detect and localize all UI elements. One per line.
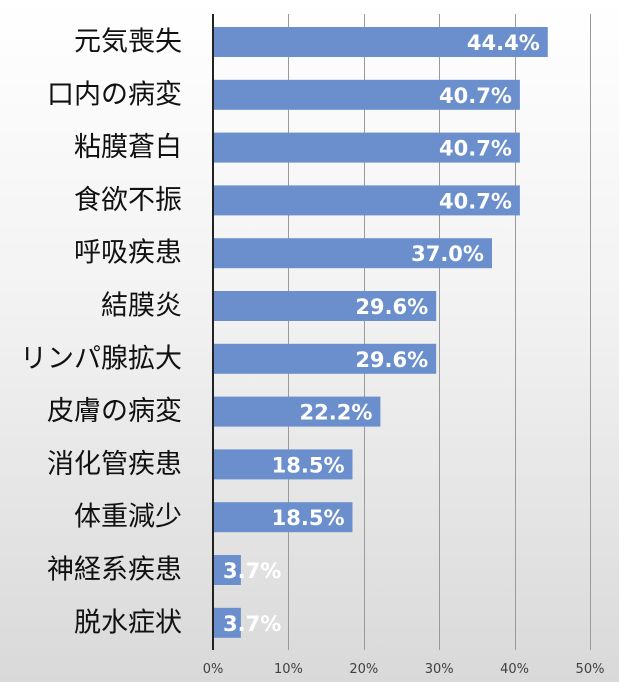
category-label: 神経系疾患 bbox=[47, 555, 182, 586]
bar bbox=[213, 185, 520, 216]
category-label: 食欲不振 bbox=[74, 185, 182, 216]
category-label: 結膜炎 bbox=[101, 291, 182, 322]
category-labels: 元気喪失口内の病変粘膜蒼白食欲不振呼吸疾患結膜炎リンパ腺拡大皮膚の病変消化管疾患… bbox=[20, 27, 182, 639]
data-label: 18.5% bbox=[272, 453, 345, 477]
data-label: 40.7% bbox=[439, 137, 512, 161]
gridlines bbox=[288, 14, 591, 650]
bar bbox=[213, 79, 520, 110]
bar bbox=[213, 291, 437, 321]
category-label: 呼吸疾患 bbox=[74, 238, 182, 269]
tick-label: 0% bbox=[203, 662, 224, 677]
data-label: 29.6% bbox=[355, 295, 428, 319]
bar bbox=[213, 607, 241, 638]
category-label: リンパ腺拡大 bbox=[20, 343, 182, 374]
data-label: 40.7% bbox=[439, 189, 512, 213]
bar bbox=[213, 396, 381, 427]
tick-label: 20% bbox=[349, 662, 378, 677]
tick-label: 30% bbox=[425, 662, 454, 677]
data-label: 44.4% bbox=[467, 31, 540, 55]
bar bbox=[213, 502, 353, 533]
category-label: 皮膚の病変 bbox=[47, 396, 182, 427]
data-label: 37.0% bbox=[411, 242, 484, 266]
data-label: 3.7% bbox=[223, 559, 281, 583]
tick-label: 10% bbox=[274, 662, 303, 677]
bar bbox=[213, 238, 492, 269]
category-label: 粘膜蒼白 bbox=[74, 132, 182, 163]
value-axis-tick-labels: 0% 10% 20% 30% 40% 50% bbox=[203, 662, 605, 677]
bar bbox=[213, 132, 520, 163]
category-label: 脱水症状 bbox=[74, 607, 182, 638]
tick-label: 50% bbox=[576, 662, 605, 677]
category-label: 消化管疾患 bbox=[47, 449, 182, 480]
data-label: 40.7% bbox=[439, 84, 512, 108]
bars: 44.4% 40.7% 40.7% 40.7% 37.0% 29.6% 29.6% 22.2%… bbox=[213, 27, 548, 638]
data-label: 22.2% bbox=[300, 401, 373, 425]
bar bbox=[213, 27, 548, 57]
data-label: 29.6% bbox=[355, 348, 428, 372]
bar bbox=[213, 343, 437, 374]
data-label: 18.5% bbox=[272, 506, 345, 530]
category-label: 元気喪失 bbox=[74, 27, 182, 58]
bar bbox=[213, 555, 241, 585]
data-label: 3.7% bbox=[223, 612, 281, 636]
bar bbox=[213, 449, 353, 480]
tick-label: 40% bbox=[500, 662, 529, 677]
category-label: 体重減少 bbox=[74, 502, 182, 533]
category-label: 口内の病変 bbox=[47, 79, 182, 110]
